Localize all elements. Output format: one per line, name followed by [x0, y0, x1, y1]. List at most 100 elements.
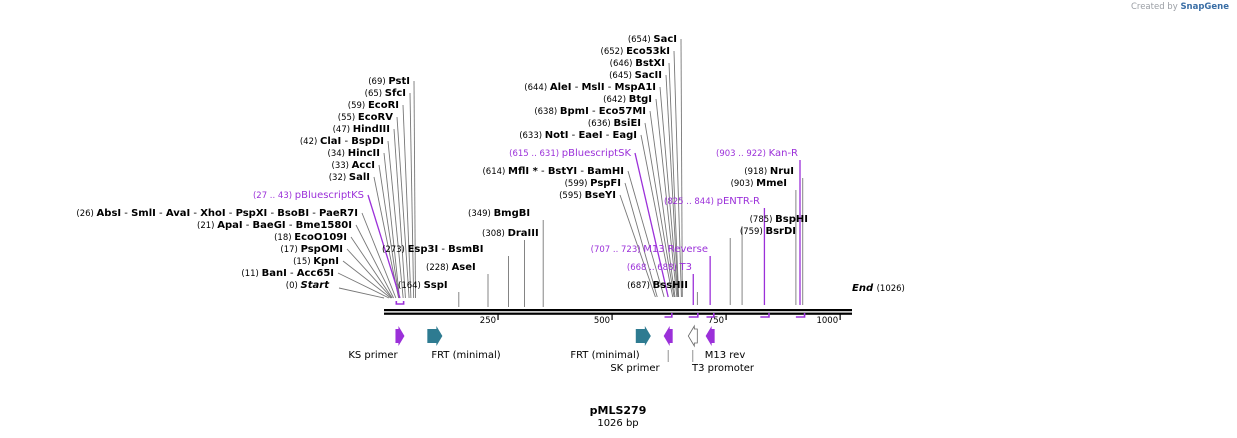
- feature-track: KS primer FRT (minimal) FRT (minimal) SK pr…: [348, 324, 755, 374]
- site-name-mspa1i: MspA1I: [615, 82, 656, 93]
- site-position: (273): [382, 245, 408, 255]
- center-site-label-10-text: (614) MflI * - BstYI - BamHI: [482, 166, 624, 177]
- feature-label-frt-minimal-2: FRT (minimal): [570, 350, 639, 361]
- mid-site-label-0-text: (349) BmgBI: [468, 208, 530, 219]
- center-site-label-3: (645) SacII: [609, 70, 662, 81]
- feature-arrow-frt-minimal-2: [635, 326, 651, 346]
- left-site-label-15: (11) BanI - Acc65I: [241, 268, 334, 279]
- left-site-label-0: (69) PstI: [368, 76, 410, 87]
- site-name-hincii: HincII: [348, 148, 380, 159]
- site-separator: -: [603, 130, 613, 141]
- left-site-label-14-text: (15) KpnI: [293, 256, 339, 267]
- primer-binding-mark-1: [664, 313, 673, 318]
- site-position: (825 .. 844): [664, 197, 717, 207]
- site-name-bmgbi: BmgBI: [494, 208, 531, 219]
- site-name-eaei: EaeI: [578, 130, 602, 141]
- site-position: (0): [286, 281, 301, 291]
- site-separator: -: [267, 208, 277, 219]
- left-site-label-5: (42) ClaI - BspDI: [300, 136, 384, 147]
- tick-label-1000: 1000: [816, 316, 838, 326]
- center-site-label-8: (633) NotI - EaeI - EagI: [519, 130, 637, 141]
- far-right-site-label-2-text: (903) MmeI: [731, 178, 787, 189]
- site-position: (646): [610, 59, 636, 69]
- site-position: (918): [744, 167, 770, 177]
- center-site-leader-1: [673, 50, 682, 298]
- site-name-psti: PstI: [388, 76, 410, 87]
- left-site-label-11: (21) ApaI - BaeGI - Bme1580I: [197, 220, 352, 231]
- center-site-label-1-text: (652) Eco53kI: [601, 46, 670, 57]
- left-site-label-3-text: (55) EcoRV: [338, 112, 393, 123]
- right-site-label-2-text: (759) BsrDI: [740, 226, 796, 237]
- center-site-label-7: (636) BsiEI: [588, 118, 641, 129]
- left-site-label-0-text: (69) PstI: [368, 76, 410, 87]
- left-site-leader-13: [346, 248, 393, 299]
- site-position: (69): [368, 77, 388, 87]
- center-site-leader-2: [668, 62, 680, 298]
- primer-binding-mark-5: [795, 313, 806, 318]
- site-name-saci: SacI: [653, 34, 677, 45]
- site-position: (642): [603, 95, 629, 105]
- site-name-baegi: BaeGI: [253, 220, 286, 231]
- site-name-paer7i: PaeR7I: [319, 208, 358, 219]
- site-position: (228): [426, 263, 452, 273]
- center-site-label-10: (614) MflI * - BstYI - BamHI: [482, 166, 624, 177]
- site-position: (21): [197, 221, 217, 231]
- left-site-label-8: (32) SalI: [329, 172, 370, 183]
- left-site-label-15-text: (11) BanI - Acc65I: [241, 268, 334, 279]
- feature-label-sk-primer-3: SK primer: [610, 363, 660, 374]
- center-site-leader-5: [655, 98, 678, 298]
- left-site-leader-2: [402, 104, 412, 299]
- site-name-start: Start: [301, 280, 331, 291]
- left-site-leader-3: [396, 116, 410, 299]
- left-site-leader-0: [413, 80, 416, 299]
- right-site-label-3: (707 .. 723) M13 Reverse: [591, 244, 708, 255]
- site-name-bsmbi: BsmBI: [448, 244, 483, 255]
- left-site-label-13-text: (17) PspOMI: [280, 244, 343, 255]
- site-name-bamhi: BamHI: [587, 166, 624, 177]
- site-separator: -: [538, 166, 548, 177]
- site-position: (645): [609, 71, 635, 81]
- primer-binding-mark-0: [395, 301, 405, 305]
- center-site-label-0-text: (654) SacI: [628, 34, 677, 45]
- site-name-bstxi: BstXI: [635, 58, 665, 69]
- left-site-label-14: (15) KpnI: [293, 256, 339, 267]
- plasmid-name: pMLS279: [590, 404, 647, 417]
- backbone-top-strand: [384, 309, 852, 312]
- site-name-pentr-r: pENTR-R: [717, 196, 760, 207]
- site-name-sacii: SacII: [635, 70, 662, 81]
- right-site-label-4-text: (668 .. 688) T3: [627, 262, 692, 273]
- center-site-label-6-text: (638) BpmI - Eco57MI: [534, 106, 646, 117]
- site-separator: -: [121, 208, 131, 219]
- end-site-name: End: [852, 283, 877, 294]
- site-separator: -: [287, 268, 297, 279]
- site-name-pspomi: PspOMI: [301, 244, 343, 255]
- site-name-asei: AseI: [452, 262, 476, 273]
- center-site-label-0: (654) SacI: [628, 34, 677, 45]
- center-site-leader-6: [649, 110, 676, 298]
- mid-site-label-0: (349) BmgBI: [468, 208, 530, 219]
- primer-binding-mark-3: [706, 313, 715, 318]
- site-name-mmei: MmeI: [756, 178, 787, 189]
- backbone-bottom-strand: [384, 312, 852, 315]
- tick-label-750: 750: [708, 316, 724, 326]
- site-name-pbluescriptsk: pBluescriptSK: [562, 148, 632, 159]
- plasmid-length: 1026 bp: [597, 418, 638, 429]
- site-leader-lines: [337, 38, 804, 307]
- left-site-leader-4: [393, 128, 406, 299]
- center-site-label-12-text: (595) BseYI: [559, 190, 616, 201]
- left-site-label-9-text: (27 .. 43) pBluescriptKS: [253, 190, 364, 201]
- site-name-bsrdi: BsrDI: [765, 226, 796, 237]
- site-position: (599): [565, 179, 591, 189]
- site-name-bsobi: BsoBI: [277, 208, 309, 219]
- left-site-label-7-text: (33) AccI: [332, 160, 375, 171]
- site-position: (903 .. 922): [716, 149, 769, 159]
- site-position: (707 .. 723): [591, 245, 644, 255]
- feature-arrow-t3-promoter-4: [687, 324, 698, 348]
- site-name-t3: T3: [679, 262, 692, 273]
- site-position: (17): [280, 245, 300, 255]
- feature-arrow-m13-rev-5: [705, 326, 715, 346]
- left-site-label-5-text: (42) ClaI - BspDI: [300, 136, 384, 147]
- site-position: (349): [468, 209, 494, 219]
- center-site-label-1: (652) Eco53kI: [601, 46, 670, 57]
- site-position: (32): [329, 173, 349, 183]
